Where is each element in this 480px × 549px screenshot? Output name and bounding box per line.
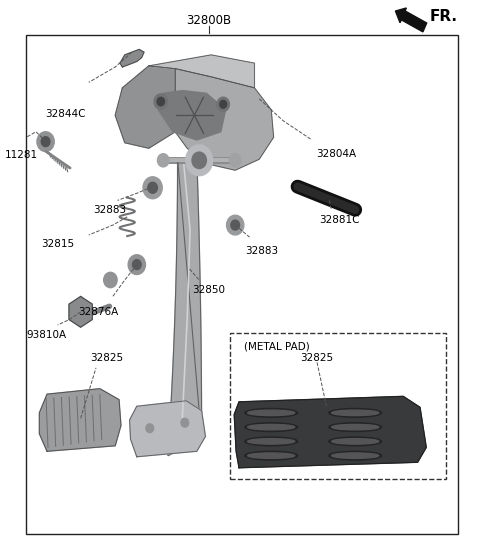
Circle shape bbox=[128, 255, 145, 274]
Polygon shape bbox=[120, 49, 144, 67]
Circle shape bbox=[157, 97, 165, 106]
Ellipse shape bbox=[248, 453, 295, 458]
Polygon shape bbox=[69, 296, 92, 327]
Text: 32844C: 32844C bbox=[46, 109, 86, 119]
Ellipse shape bbox=[248, 410, 295, 416]
Polygon shape bbox=[39, 389, 121, 451]
Text: 32815: 32815 bbox=[41, 239, 74, 249]
Circle shape bbox=[181, 418, 189, 427]
Circle shape bbox=[217, 97, 229, 111]
Polygon shape bbox=[234, 396, 426, 468]
Circle shape bbox=[148, 182, 157, 193]
Text: 32825: 32825 bbox=[90, 353, 123, 363]
Ellipse shape bbox=[248, 439, 295, 444]
Circle shape bbox=[37, 132, 54, 152]
Circle shape bbox=[186, 145, 213, 176]
FancyArrow shape bbox=[396, 8, 427, 32]
Text: 32804A: 32804A bbox=[316, 149, 356, 159]
Bar bbox=[230, 333, 446, 479]
Ellipse shape bbox=[332, 410, 379, 416]
Text: 32883: 32883 bbox=[245, 247, 278, 256]
Ellipse shape bbox=[245, 451, 298, 460]
Circle shape bbox=[231, 220, 240, 230]
Text: 32800B: 32800B bbox=[186, 14, 231, 27]
Ellipse shape bbox=[245, 423, 298, 432]
Text: 11281: 11281 bbox=[5, 150, 38, 160]
Ellipse shape bbox=[248, 424, 295, 430]
Circle shape bbox=[154, 94, 168, 109]
Polygon shape bbox=[130, 401, 205, 457]
Ellipse shape bbox=[329, 408, 382, 417]
Text: 32876A: 32876A bbox=[78, 307, 118, 317]
Text: (METAL PAD): (METAL PAD) bbox=[244, 342, 310, 352]
Ellipse shape bbox=[329, 437, 382, 446]
Polygon shape bbox=[175, 69, 274, 170]
Ellipse shape bbox=[245, 408, 298, 417]
Ellipse shape bbox=[329, 423, 382, 432]
Circle shape bbox=[143, 177, 162, 199]
Circle shape bbox=[220, 100, 227, 108]
Text: 32825: 32825 bbox=[300, 353, 333, 363]
Polygon shape bbox=[115, 66, 175, 148]
Text: 32881C: 32881C bbox=[319, 215, 360, 225]
Ellipse shape bbox=[329, 451, 382, 460]
Ellipse shape bbox=[332, 424, 379, 430]
Circle shape bbox=[132, 260, 141, 270]
Circle shape bbox=[229, 154, 241, 167]
Text: 32850: 32850 bbox=[192, 285, 225, 295]
Polygon shape bbox=[149, 55, 254, 88]
Circle shape bbox=[41, 137, 50, 147]
Ellipse shape bbox=[245, 437, 298, 446]
Circle shape bbox=[104, 272, 117, 288]
Text: FR.: FR. bbox=[430, 9, 457, 24]
Circle shape bbox=[146, 424, 154, 433]
Text: 32883: 32883 bbox=[94, 205, 127, 215]
Polygon shape bbox=[158, 91, 226, 140]
Circle shape bbox=[157, 154, 169, 167]
Polygon shape bbox=[168, 159, 202, 456]
Circle shape bbox=[227, 215, 244, 235]
Ellipse shape bbox=[332, 439, 379, 444]
Ellipse shape bbox=[332, 453, 379, 458]
Text: 93810A: 93810A bbox=[26, 330, 67, 340]
Circle shape bbox=[192, 152, 206, 169]
